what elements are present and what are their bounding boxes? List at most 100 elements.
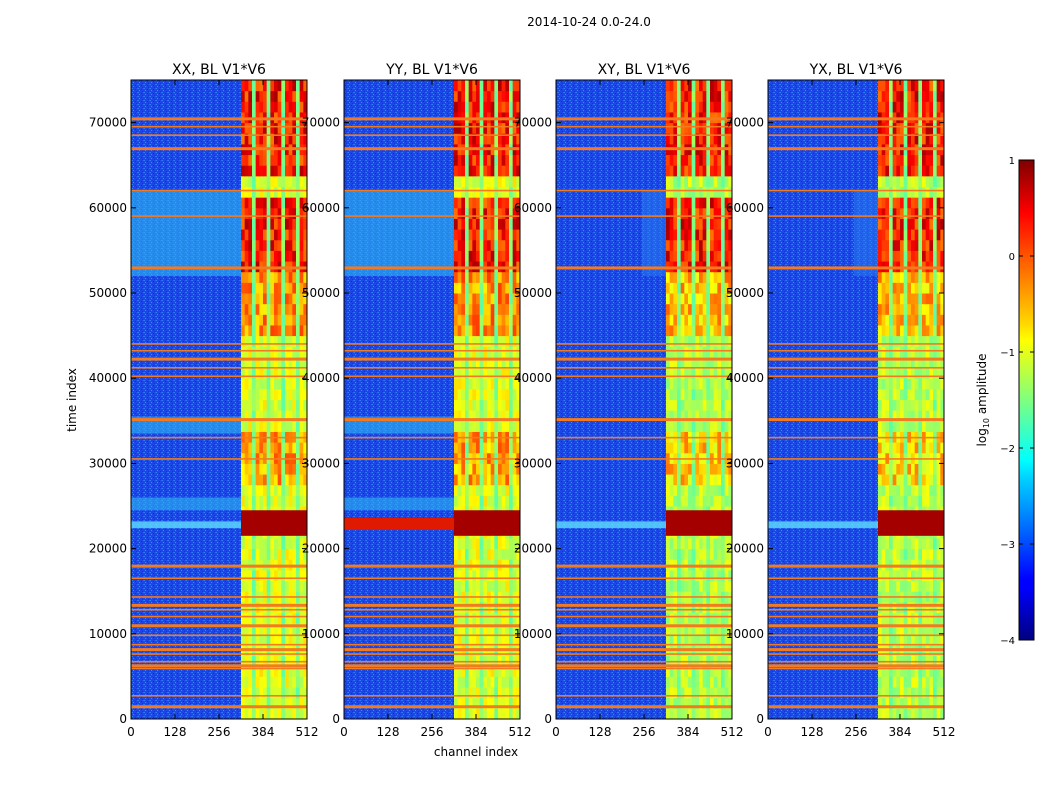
heatmap-cell xyxy=(461,335,466,347)
heatmap-cell xyxy=(881,197,886,209)
heatmap-cell xyxy=(244,420,249,432)
heatmap-cell xyxy=(285,665,290,677)
heatmap-cell xyxy=(299,367,304,379)
heatmap-cell xyxy=(713,378,718,390)
heatmap-cell xyxy=(669,676,674,688)
heatmap-cell xyxy=(505,601,510,613)
heatmap-cell xyxy=(669,484,674,496)
heatmap-cell xyxy=(695,463,700,475)
heatmap-cell xyxy=(677,612,682,624)
heatmap-cell xyxy=(695,282,700,294)
heatmap-cell xyxy=(721,324,726,337)
heatmap-cell xyxy=(688,537,693,550)
heatmap-cell xyxy=(259,335,264,347)
heatmap-cell xyxy=(677,186,682,198)
flagged-row xyxy=(131,694,307,697)
heatmap-cell xyxy=(288,655,293,667)
heatmap-cell xyxy=(925,197,930,209)
heatmap-cell xyxy=(918,165,923,177)
flagged-row xyxy=(131,215,307,217)
heatmap-cell xyxy=(277,601,282,613)
heatmap-cell xyxy=(688,239,693,251)
heatmap-cell xyxy=(454,175,459,187)
heatmap-cell xyxy=(468,80,473,92)
heatmap-cell xyxy=(241,495,246,507)
heatmap-cell xyxy=(713,90,718,102)
heatmap-cell xyxy=(699,665,704,677)
heatmap-cell xyxy=(461,356,466,369)
heatmap-cell xyxy=(907,335,912,347)
heatmap-cell xyxy=(266,218,271,230)
heatmap-cell xyxy=(296,101,301,113)
heatmap-cell xyxy=(922,378,927,390)
heatmap-cell xyxy=(274,388,279,400)
heatmap-cell xyxy=(892,154,897,166)
flagged-row xyxy=(131,564,307,568)
heatmap-cell xyxy=(677,346,682,358)
heatmap-cell xyxy=(724,282,729,294)
heatmap-cell xyxy=(695,218,700,230)
heatmap-cell xyxy=(885,324,890,337)
heatmap-cell xyxy=(288,442,293,454)
heatmap-cell xyxy=(666,601,671,613)
heatmap-cell xyxy=(929,687,934,699)
heatmap-cell xyxy=(710,239,715,251)
heatmap-cell xyxy=(940,186,944,198)
heatmap-cell xyxy=(925,218,930,230)
heatmap-cell xyxy=(706,293,711,305)
heatmap-cell xyxy=(922,484,927,496)
heatmap-cell xyxy=(878,463,883,475)
heatmap-cell xyxy=(259,612,264,624)
heatmap-cell xyxy=(918,293,923,305)
heatmap-cell xyxy=(498,207,503,219)
heatmap-cell xyxy=(505,239,510,251)
heatmap-cell xyxy=(281,271,286,283)
heatmap-cell xyxy=(296,601,301,613)
heatmap-cell xyxy=(724,495,729,507)
heatmap-cell xyxy=(728,324,732,337)
heatmap-cell xyxy=(274,122,279,134)
heatmap-cell xyxy=(465,612,470,624)
heatmap-cell xyxy=(684,239,689,251)
heatmap-cell xyxy=(472,548,477,560)
heatmap-cell xyxy=(940,474,944,486)
heatmap-cell xyxy=(270,175,275,187)
heatmap-cell xyxy=(889,367,894,379)
heatmap-cell xyxy=(691,197,696,209)
heatmap-cell xyxy=(900,250,905,262)
heatmap-cell xyxy=(929,101,934,113)
heatmap-cell xyxy=(494,474,499,486)
heatmap-cell xyxy=(501,633,506,645)
heatmap-cell xyxy=(933,356,938,369)
heatmap-cell xyxy=(900,346,905,358)
heatmap-cell xyxy=(717,133,722,145)
heatmap-cell xyxy=(244,569,249,582)
heatmap-cell xyxy=(303,197,307,209)
heatmap-cell xyxy=(724,537,729,550)
heatmap-cell xyxy=(274,356,279,369)
heatmap-cell xyxy=(881,154,886,166)
heatmap-cell xyxy=(922,80,927,92)
flagged-row xyxy=(344,366,520,369)
heatmap-cell xyxy=(933,282,938,294)
heatmap-cell xyxy=(925,324,930,337)
heatmap-cell xyxy=(241,133,246,145)
heatmap-cell xyxy=(461,282,466,294)
heatmap-cell xyxy=(688,548,693,560)
heatmap-cell xyxy=(896,442,901,454)
heatmap-cell xyxy=(505,186,510,198)
heatmap-cell xyxy=(706,250,711,262)
heatmap-cell xyxy=(498,420,503,432)
x-tick-label: 256 xyxy=(208,725,231,739)
heatmap-cell xyxy=(490,282,495,294)
heatmap-cell xyxy=(479,271,484,283)
heatmap-cell xyxy=(516,495,520,507)
heatmap-cell xyxy=(896,314,901,326)
heatmap-cell xyxy=(706,101,711,113)
heatmap-cell xyxy=(461,697,466,709)
heatmap-cell xyxy=(900,708,905,719)
heatmap-cell xyxy=(266,335,271,347)
heatmap-cell xyxy=(274,154,279,166)
heatmap-cell xyxy=(285,697,290,709)
heatmap-cell xyxy=(476,271,481,283)
